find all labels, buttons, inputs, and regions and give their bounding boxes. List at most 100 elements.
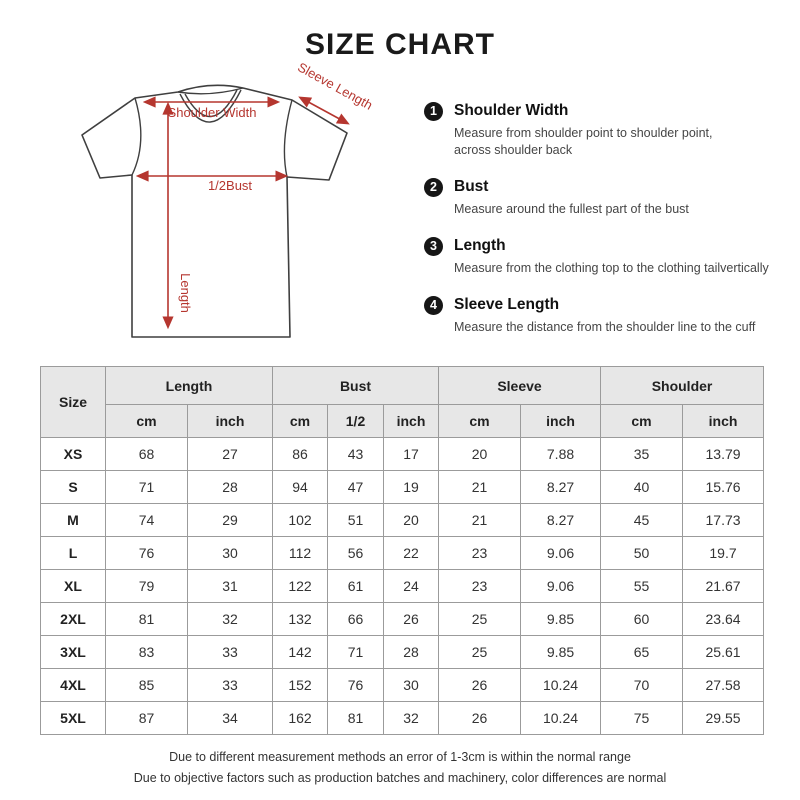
value-cell: 20	[382, 503, 440, 537]
value-cell: 61	[327, 569, 384, 603]
number-2-icon: 2	[424, 178, 443, 197]
table-row: XL 79 31 122 61 24 23 9.06 55 21.67	[40, 569, 765, 603]
value-cell: 35	[600, 437, 684, 471]
value-cell: 68	[105, 437, 188, 471]
value-cell: 76	[327, 668, 384, 702]
value-cell: 162	[272, 701, 328, 735]
size-table: Size Length Bust Sleeve Shoulder cm inch…	[40, 366, 765, 735]
value-cell: 34	[187, 701, 273, 735]
value-cell: 152	[272, 668, 328, 702]
collar-back-seam	[177, 87, 244, 95]
legend-item-description: Measure the distance from the shoulder l…	[454, 320, 756, 334]
header-group-sleeve: Sleeve	[438, 366, 602, 405]
table-row: M 74 29 102 51 20 21 8.27 45 17.73	[40, 503, 765, 537]
length-label: Length	[178, 273, 193, 313]
table-row: XS 68 27 86 43 17 20 7.88 35 13.79	[40, 437, 765, 471]
value-cell: 50	[600, 536, 684, 570]
value-cell: 9.06	[520, 569, 602, 603]
value-cell: 28	[382, 635, 440, 669]
value-cell: 102	[272, 503, 328, 537]
value-cell: 30	[382, 668, 440, 702]
size-table-body: XS 68 27 86 43 17 20 7.88 35 13.79 S 71 28 94 47 19 21 8.…	[40, 437, 765, 735]
value-cell: 26	[382, 602, 440, 636]
page-title: SIZE CHART	[305, 28, 495, 61]
table-row: 3XL 83 33 142 71 28 25 9.85 65 25.61	[40, 635, 765, 669]
value-cell: 28	[187, 470, 273, 504]
value-cell: 30	[187, 536, 273, 570]
value-cell: 25	[438, 635, 522, 669]
half-bust-label: 1/2Bust	[208, 178, 252, 193]
value-cell: 81	[327, 701, 384, 735]
legend-item-title: Shoulder Width	[454, 102, 569, 119]
sleeve-length-arrow	[298, 96, 350, 125]
size-cell: S	[40, 470, 106, 504]
size-cell: 4XL	[40, 668, 106, 702]
footnote-color: Due to objective factors such as product…	[133, 771, 667, 785]
size-cell: 5XL	[40, 701, 106, 735]
value-cell: 32	[382, 701, 440, 735]
value-cell: 17.73	[682, 503, 765, 537]
value-cell: 60	[600, 602, 684, 636]
table-row: 5XL 87 34 162 81 32 26 10.24 75 29.55	[40, 701, 765, 735]
size-cell: XS	[40, 437, 106, 471]
header-group-bust: Bust	[271, 366, 440, 405]
value-cell: 29.55	[682, 701, 765, 735]
number-4-icon: 4	[424, 296, 443, 315]
value-cell: 132	[272, 602, 328, 636]
value-cell: 26	[438, 668, 522, 702]
table-row: L 76 30 112 56 22 23 9.06 50 19.7	[40, 536, 765, 570]
header-group-length: Length	[105, 366, 273, 405]
value-cell: 122	[272, 569, 328, 603]
value-cell: 20	[438, 437, 522, 471]
legend-item-description: Measure around the fullest part of the b…	[454, 202, 689, 216]
value-cell: 79	[105, 569, 188, 603]
legend-item-bust: 2 Bust Measure around the fullest part o…	[424, 178, 792, 218]
value-cell: 74	[105, 503, 188, 537]
tshirt-outline	[81, 84, 348, 338]
value-cell: 22	[382, 536, 440, 570]
value-cell: 9.85	[520, 602, 602, 636]
value-cell: 43	[327, 437, 384, 471]
header-sleeve-cm: cm	[438, 404, 522, 438]
legend-item-length: 3 Length Measure from the clothing top t…	[424, 237, 792, 277]
value-cell: 66	[327, 602, 384, 636]
value-cell: 55	[600, 569, 684, 603]
value-cell: 23	[438, 536, 522, 570]
value-cell: 15.76	[682, 470, 765, 504]
header-group-shoulder: Shoulder	[600, 366, 765, 405]
legend-item-sleeve-length: 4 Sleeve Length Measure the distance fro…	[424, 296, 792, 336]
value-cell: 9.85	[520, 635, 602, 669]
value-cell: 70	[600, 668, 684, 702]
sleeve-length-label: Sleeve Length	[295, 62, 375, 113]
size-cell: L	[40, 536, 106, 570]
value-cell: 33	[187, 635, 273, 669]
value-cell: 27.58	[682, 668, 765, 702]
measurement-legend: 1 Shoulder Width Measure from shoulder p…	[424, 102, 792, 355]
value-cell: 47	[327, 470, 384, 504]
value-cell: 45	[600, 503, 684, 537]
value-cell: 81	[105, 602, 188, 636]
legend-item-title: Length	[454, 237, 506, 254]
value-cell: 24	[382, 569, 440, 603]
value-cell: 10.24	[520, 701, 602, 735]
value-cell: 8.27	[520, 503, 602, 537]
value-cell: 32	[187, 602, 273, 636]
value-cell: 51	[327, 503, 384, 537]
legend-item-title: Sleeve Length	[454, 296, 560, 313]
value-cell: 86	[272, 437, 328, 471]
footnotes: Due to different measurement methods an …	[0, 747, 800, 789]
value-cell: 13.79	[682, 437, 765, 471]
table-row: S 71 28 94 47 19 21 8.27 40 15.76	[40, 470, 765, 504]
legend-item-shoulder-width: 1 Shoulder Width Measure from shoulder p…	[424, 102, 792, 159]
size-cell: XL	[40, 569, 106, 603]
legend-item-description: Measure from the clothing top to the clo…	[454, 261, 769, 275]
value-cell: 142	[272, 635, 328, 669]
value-cell: 85	[105, 668, 188, 702]
value-cell: 25.61	[682, 635, 765, 669]
legend-item-description: Measure from shoulder point to shoulder …	[454, 126, 713, 157]
value-cell: 33	[187, 668, 273, 702]
value-cell: 71	[327, 635, 384, 669]
value-cell: 71	[105, 470, 188, 504]
header-bust-inch: inch	[382, 404, 440, 438]
